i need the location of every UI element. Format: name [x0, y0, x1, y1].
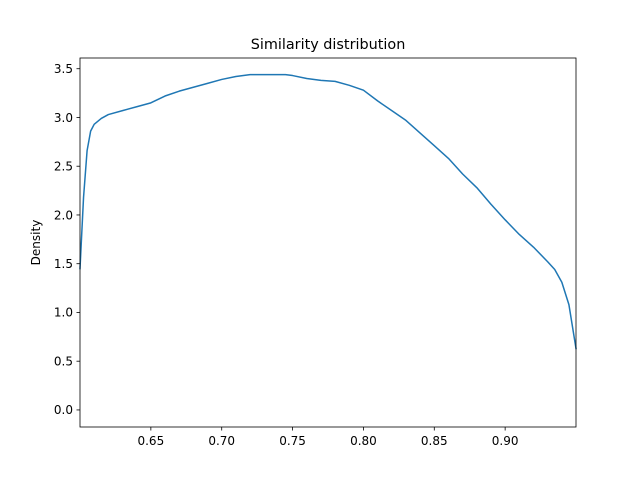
y-tick-label: 2.5 [54, 160, 73, 174]
x-tick-label: 0.80 [350, 434, 377, 448]
y-tick-label: 1.0 [54, 306, 73, 320]
plot-area [80, 58, 576, 427]
y-axis: 0.0 0.5 1.0 1.5 2.0 2.5 3.0 3.5 [54, 62, 80, 417]
series-line-density [79, 73, 577, 350]
chart-title: Similarity distribution [251, 37, 406, 53]
x-tick-label: 0.75 [279, 434, 306, 448]
x-axis: 0.65 0.70 0.75 0.80 0.85 0.90 [137, 427, 519, 448]
y-tick-label: 0.0 [54, 403, 73, 417]
y-tick-label: 0.5 [54, 354, 73, 368]
x-tick-label: 0.90 [492, 434, 519, 448]
x-tick-label: 0.65 [137, 434, 164, 448]
y-tick-label: 3.0 [54, 111, 73, 125]
y-tick-label: 1.5 [54, 257, 73, 271]
x-tick-label: 0.85 [421, 434, 448, 448]
y-axis-label: Density [29, 220, 43, 266]
axes-frame [79, 57, 577, 428]
x-tick-label: 0.70 [208, 434, 235, 448]
y-tick-label: 3.5 [54, 62, 73, 76]
y-tick-label: 2.0 [54, 208, 73, 222]
series-layer [79, 73, 577, 350]
